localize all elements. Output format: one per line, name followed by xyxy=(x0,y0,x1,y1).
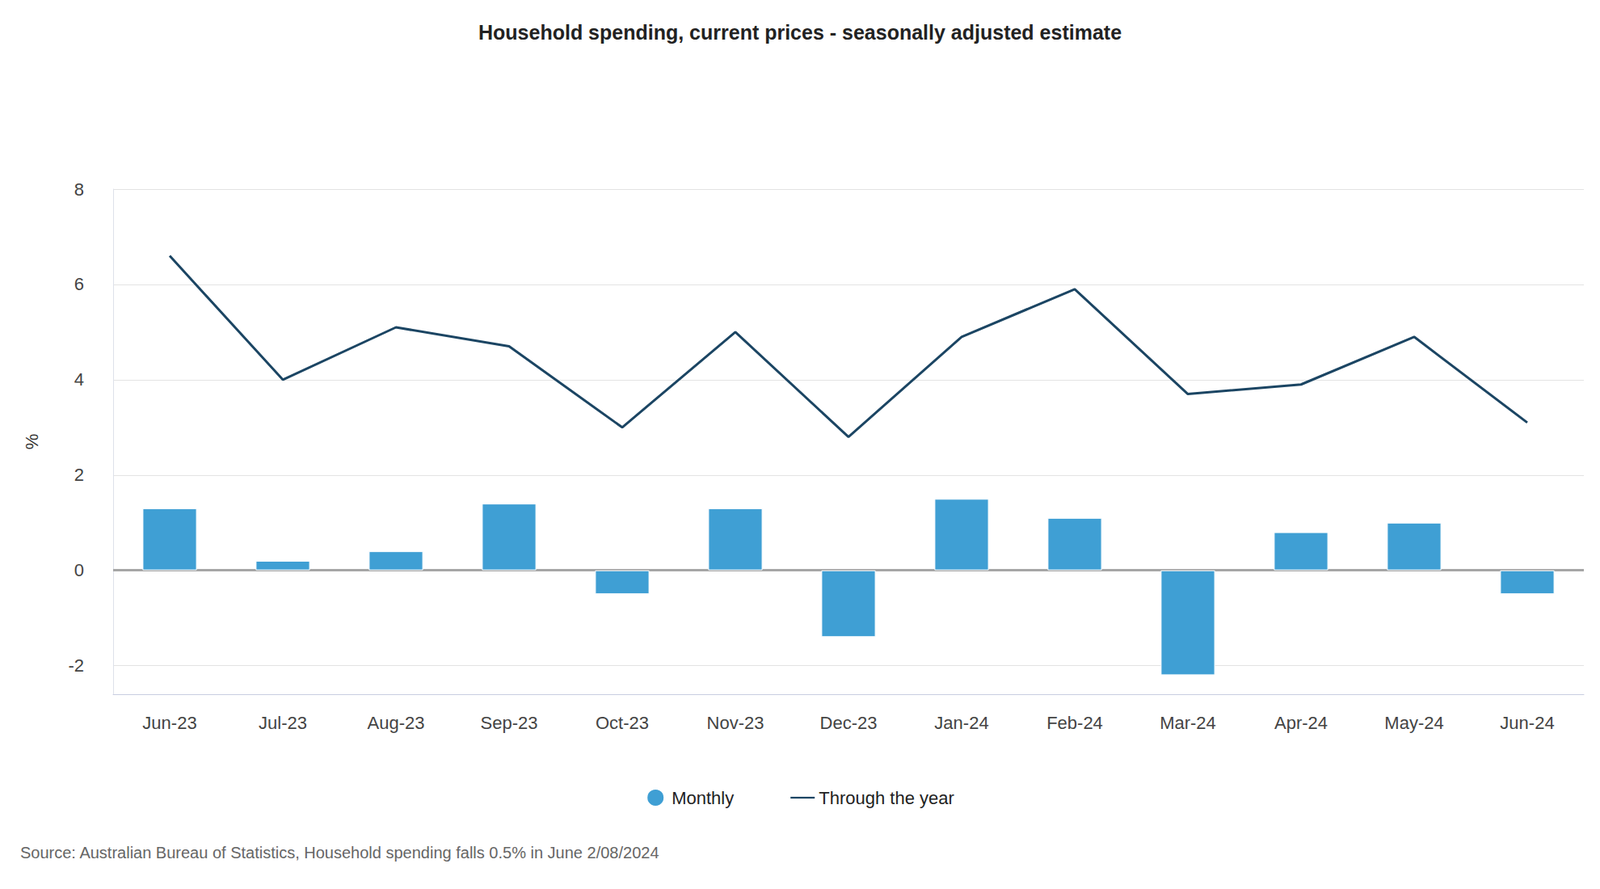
svg-text:Sep-23: Sep-23 xyxy=(480,712,539,733)
svg-text:Monthly: Monthly xyxy=(671,787,734,809)
svg-text:Jun-24: Jun-24 xyxy=(1499,712,1554,733)
svg-text:Aug-23: Aug-23 xyxy=(367,712,426,733)
svg-text:2: 2 xyxy=(74,464,85,485)
svg-text:-2: -2 xyxy=(67,655,85,676)
svg-text:8: 8 xyxy=(74,179,85,200)
svg-text:Mar-24: Mar-24 xyxy=(1159,712,1217,733)
svg-text:6: 6 xyxy=(74,273,85,295)
svg-text:Jan-24: Jan-24 xyxy=(934,712,989,733)
svg-text:Jul-23: Jul-23 xyxy=(258,712,308,733)
svg-text:Nov-23: Nov-23 xyxy=(707,712,765,733)
svg-text:Apr-24: Apr-24 xyxy=(1274,712,1328,733)
svg-text:May-24: May-24 xyxy=(1384,712,1444,733)
svg-text:%: % xyxy=(21,433,43,451)
svg-text:Oct-23: Oct-23 xyxy=(595,712,649,733)
svg-text:Through the year: Through the year xyxy=(818,787,955,809)
svg-text:0: 0 xyxy=(74,560,85,581)
svg-text:Jun-23: Jun-23 xyxy=(142,712,197,733)
svg-text:Source: Australian Bureau of S: Source: Australian Bureau of Statistics,… xyxy=(20,843,660,862)
svg-text:4: 4 xyxy=(74,369,85,390)
svg-text:Dec-23: Dec-23 xyxy=(820,712,878,733)
svg-text:Feb-24: Feb-24 xyxy=(1046,712,1104,733)
svg-text:Household spending, current pr: Household spending, current prices - sea… xyxy=(478,21,1122,44)
